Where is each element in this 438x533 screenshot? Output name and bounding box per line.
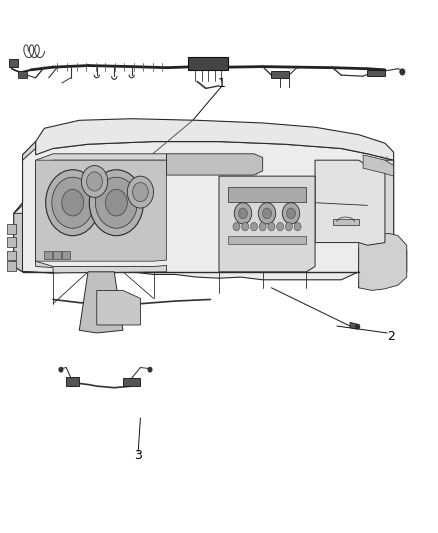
Circle shape	[258, 203, 276, 224]
Polygon shape	[97, 290, 141, 325]
Polygon shape	[315, 160, 385, 245]
Circle shape	[242, 222, 249, 231]
Circle shape	[127, 176, 153, 208]
Polygon shape	[9, 59, 18, 67]
Polygon shape	[35, 160, 166, 261]
Polygon shape	[7, 251, 16, 260]
Circle shape	[148, 367, 152, 372]
Polygon shape	[14, 142, 394, 280]
Polygon shape	[363, 155, 394, 176]
Polygon shape	[350, 322, 357, 329]
Polygon shape	[62, 251, 70, 259]
Circle shape	[89, 169, 144, 236]
Circle shape	[59, 367, 63, 372]
Circle shape	[283, 203, 300, 224]
Circle shape	[251, 222, 258, 231]
Circle shape	[287, 208, 295, 219]
Text: 3: 3	[134, 449, 142, 462]
Circle shape	[268, 222, 275, 231]
Polygon shape	[53, 251, 61, 259]
Polygon shape	[18, 71, 27, 78]
Polygon shape	[367, 70, 385, 76]
Polygon shape	[7, 237, 16, 247]
Polygon shape	[123, 378, 141, 386]
Circle shape	[277, 222, 284, 231]
Circle shape	[239, 208, 247, 219]
Polygon shape	[219, 176, 315, 272]
Text: 1: 1	[217, 77, 225, 90]
Circle shape	[294, 222, 301, 231]
Circle shape	[234, 203, 252, 224]
Circle shape	[46, 169, 100, 236]
Polygon shape	[14, 213, 22, 272]
Circle shape	[400, 69, 405, 75]
Polygon shape	[14, 142, 35, 213]
Circle shape	[356, 324, 360, 329]
Polygon shape	[272, 71, 289, 78]
Circle shape	[233, 222, 240, 231]
Polygon shape	[35, 119, 394, 160]
Circle shape	[81, 165, 108, 197]
Polygon shape	[44, 251, 52, 259]
Circle shape	[286, 222, 292, 231]
Text: 2: 2	[388, 330, 396, 343]
Circle shape	[62, 189, 84, 216]
Polygon shape	[359, 160, 407, 288]
Polygon shape	[359, 233, 407, 290]
Circle shape	[87, 172, 102, 191]
Polygon shape	[332, 219, 359, 225]
Polygon shape	[228, 187, 306, 201]
Circle shape	[259, 222, 266, 231]
Circle shape	[106, 189, 127, 216]
Polygon shape	[79, 272, 123, 333]
Polygon shape	[166, 154, 263, 175]
Circle shape	[133, 182, 148, 201]
Polygon shape	[188, 56, 228, 70]
Circle shape	[263, 208, 272, 219]
Polygon shape	[22, 154, 166, 273]
Polygon shape	[66, 377, 79, 386]
Polygon shape	[7, 261, 16, 271]
Circle shape	[95, 177, 138, 228]
Polygon shape	[228, 236, 306, 244]
Circle shape	[52, 177, 94, 228]
Polygon shape	[7, 224, 16, 233]
